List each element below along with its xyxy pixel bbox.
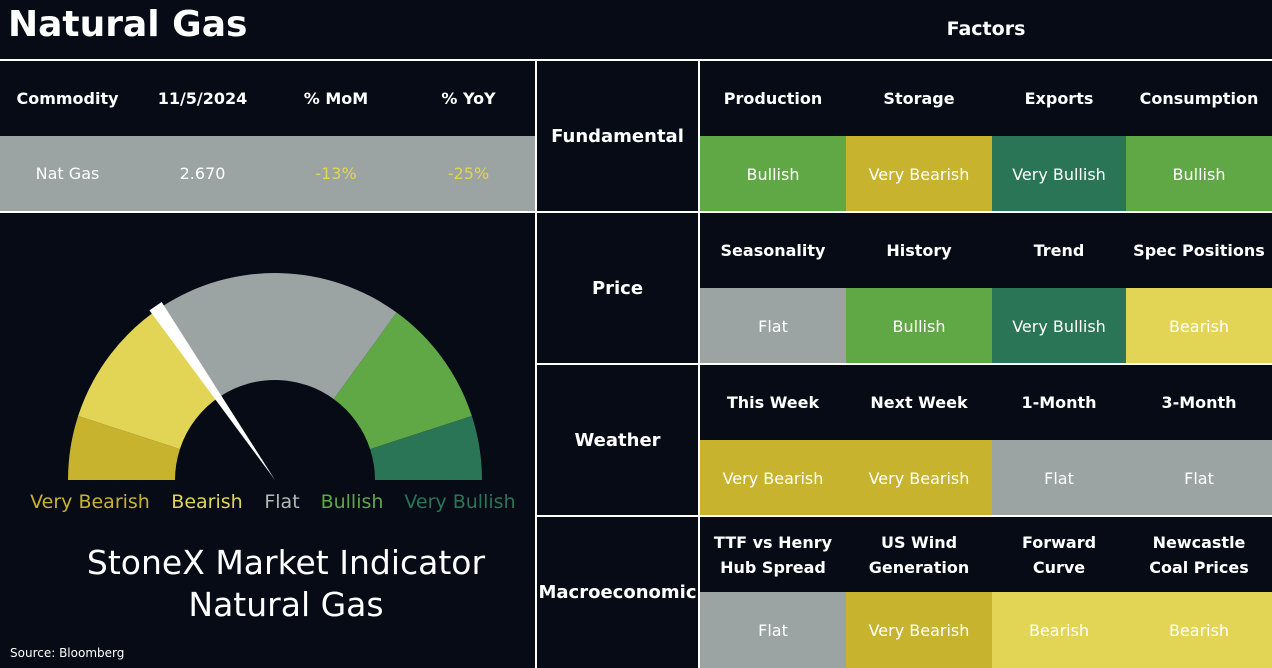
table-cell: Nat Gas <box>35 164 100 183</box>
source: Source: Bloomberg <box>10 646 125 660</box>
gauge-subtitle: Natural Gas <box>188 585 384 624</box>
factor-rating: Very Bearish <box>700 440 846 516</box>
factor-label: This Week <box>726 393 820 412</box>
factor-label: 3-Month <box>1161 393 1237 412</box>
table-header: Commodity <box>16 89 119 108</box>
group-name: Fundamental <box>551 125 684 147</box>
gauge-label: Very Bearish <box>30 491 150 513</box>
factor-rating: Very Bearish <box>846 592 992 668</box>
gauge-segment <box>162 273 397 400</box>
group-name: Price <box>591 277 644 299</box>
factor-label: Spec Positions <box>1133 241 1265 260</box>
table-header: 11/5/2024 <box>157 89 248 108</box>
table-cell: -25% <box>447 164 490 183</box>
factor-label: Storage <box>883 89 955 108</box>
table-cell: -13% <box>315 164 357 183</box>
factor-label: Forward Curve <box>1021 532 1097 577</box>
factor-label: Next Week <box>870 393 968 412</box>
table-cell: 2.670 <box>179 164 226 183</box>
factor-rating: Flat <box>700 592 846 668</box>
factor-label: Trend <box>1033 241 1085 260</box>
factor-rating: Bullish <box>1126 136 1272 212</box>
factor-rating: Bullish <box>700 136 846 212</box>
divider <box>536 363 1272 365</box>
gauge-needle <box>149 302 275 480</box>
factor-rating: Very Bullish <box>992 136 1126 212</box>
factor-rating: Bullish <box>846 288 992 364</box>
factor-label: Consumption <box>1139 89 1259 108</box>
gauge-label: Bearish <box>171 491 242 513</box>
divider <box>0 59 1272 61</box>
factor-rating: Flat <box>1126 440 1272 516</box>
factor-label: TTF vs Henry Hub Spread <box>713 532 833 577</box>
gauge-svg: Very Bearish Bearish Flat Bullish Very Bulli… <box>30 273 516 513</box>
factor-label: US Wind Generation <box>868 532 970 577</box>
factors-title: Factors <box>946 17 1026 40</box>
gauge-title-line: StoneX Market Indicator <box>86 543 486 582</box>
divider <box>536 515 1272 517</box>
factor-rating: Flat <box>700 288 846 364</box>
gauge-segment <box>370 416 482 480</box>
gauge-label: Bullish <box>321 491 384 513</box>
group-name: Weather <box>574 429 661 451</box>
factor-rating: Bearish <box>992 592 1126 668</box>
factor-label: History <box>886 241 952 260</box>
divider <box>536 211 1272 213</box>
table-header: % MoM <box>303 89 369 108</box>
factor-label: Production <box>723 89 823 108</box>
gauge-label: Very Bullish <box>404 491 515 513</box>
page-title: Natural Gas <box>8 4 248 45</box>
factor-label: Seasonality <box>720 241 826 260</box>
gauge-label: Flat <box>264 491 299 513</box>
table-row-bg <box>0 136 535 211</box>
gauge-title: StoneX Market Indicator Natural Gas <box>0 542 572 626</box>
factor-label: Exports <box>1024 89 1094 108</box>
factor-rating: Very Bearish <box>846 440 992 516</box>
gauge-segment <box>68 416 180 480</box>
factor-label: 1-Month <box>1021 393 1097 412</box>
divider <box>0 211 536 213</box>
table-header: % YoY <box>441 89 496 108</box>
factor-label: Newcastle Coal Prices <box>1149 532 1249 577</box>
group-name: Macroeconomic <box>538 581 697 603</box>
factor-rating: Very Bullish <box>992 288 1126 364</box>
factor-rating: Bearish <box>1126 288 1272 364</box>
gauge-segment <box>333 312 472 450</box>
factor-rating: Bearish <box>1126 592 1272 668</box>
factor-rating: Very Bearish <box>846 136 992 212</box>
factor-rating: Flat <box>992 440 1126 516</box>
